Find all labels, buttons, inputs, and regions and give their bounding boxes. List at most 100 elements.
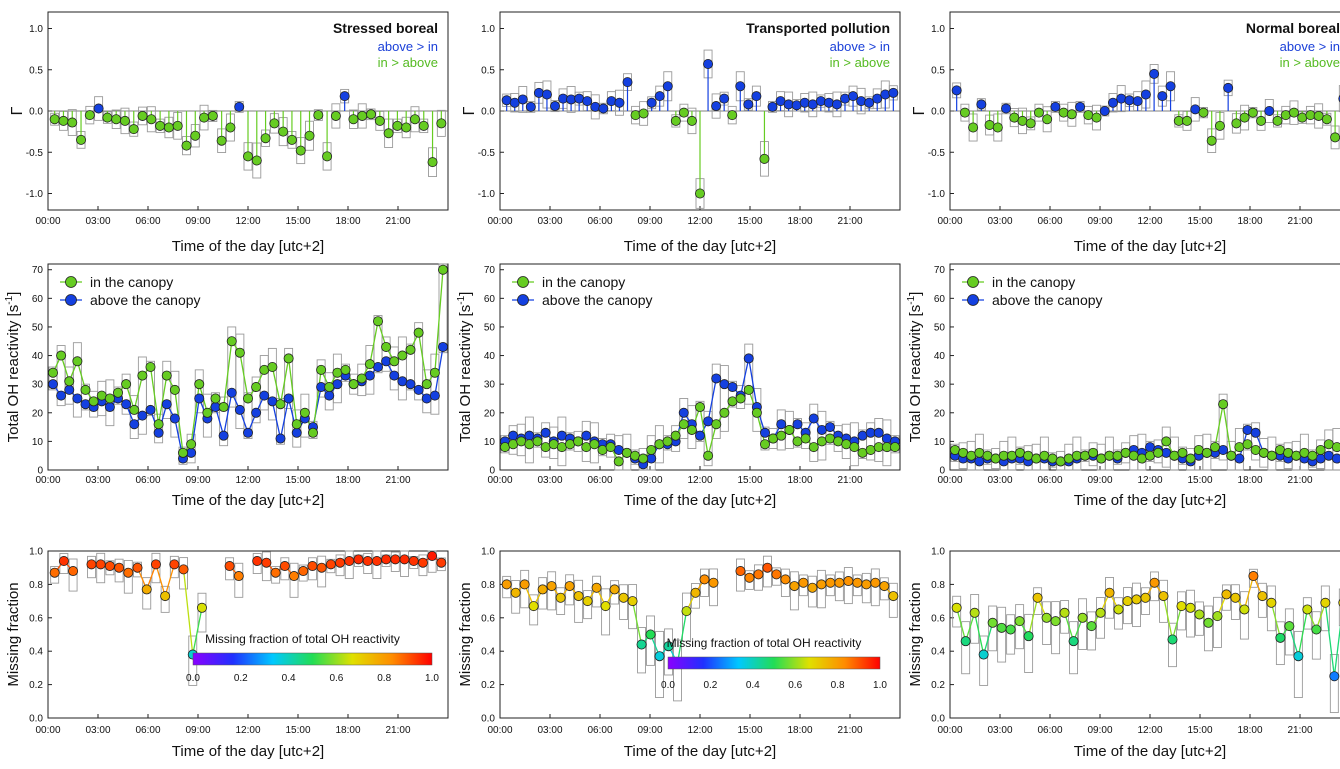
y-tick-label: 70 bbox=[484, 265, 496, 276]
above-canopy-point bbox=[429, 390, 440, 401]
in-canopy-point bbox=[348, 379, 359, 390]
mf-point bbox=[537, 584, 548, 595]
colorbar-tick-label: 0.4 bbox=[746, 680, 760, 691]
gamma-point bbox=[427, 157, 438, 168]
gamma-point bbox=[278, 126, 289, 137]
y-tick-label: 0.0 bbox=[481, 714, 495, 725]
y-axis-label-main: Total OH reactivity [s bbox=[907, 305, 924, 443]
gamma-point bbox=[1214, 120, 1225, 131]
colorbar-title: Missing fraction of total OH reactivity bbox=[667, 636, 862, 650]
above-canopy-point bbox=[581, 430, 592, 441]
legend-marker-in bbox=[967, 276, 979, 288]
mf-point bbox=[807, 582, 818, 593]
y-tick-label: 0.0 bbox=[931, 714, 945, 725]
y-tick-label: 40 bbox=[934, 351, 946, 362]
above-canopy-point bbox=[251, 407, 262, 418]
gamma-point bbox=[1165, 81, 1176, 92]
x-tick-label: 00:00 bbox=[937, 475, 962, 486]
above-canopy-point bbox=[727, 382, 738, 393]
colorbar: Missing fraction of total OH reactivity 0… bbox=[186, 632, 439, 684]
gamma-point bbox=[366, 109, 377, 120]
gamma-point bbox=[199, 112, 210, 123]
in-canopy-point bbox=[646, 444, 657, 455]
mf-point bbox=[353, 554, 364, 565]
legend-marker-in bbox=[517, 276, 529, 288]
in-canopy-point bbox=[743, 384, 754, 395]
mf-segment bbox=[1324, 602, 1335, 677]
mf-point bbox=[427, 551, 438, 562]
gamma-point bbox=[436, 118, 447, 129]
mf-segment bbox=[956, 607, 967, 642]
x-tick-label: 12:00 bbox=[687, 216, 712, 227]
mf-point bbox=[771, 569, 782, 580]
range-box bbox=[438, 263, 448, 354]
mf-point bbox=[399, 554, 410, 565]
in-canopy-point bbox=[532, 436, 543, 447]
gamma-point bbox=[225, 122, 236, 133]
mf-point bbox=[1239, 604, 1250, 615]
x-tick-label: 15:00 bbox=[1187, 216, 1212, 227]
x-tick-label: 21:00 bbox=[385, 475, 410, 486]
panel-normal-oh: 00:00 03:00 06:00 09:00 12:00 15:00 18:00 21:00… bbox=[906, 263, 1340, 509]
range-box bbox=[988, 605, 998, 652]
mf-point bbox=[1257, 591, 1268, 602]
gamma-point bbox=[111, 114, 122, 125]
x-tick-label: 00:00 bbox=[937, 216, 962, 227]
gamma-point bbox=[1272, 115, 1283, 126]
mf-point bbox=[654, 651, 665, 662]
range-box bbox=[194, 369, 204, 414]
y-tick-label: 1.0 bbox=[931, 547, 945, 558]
panel-normal-mf: 00:00 03:00 06:00 09:00 12:00 15:00 18:00 21:00… bbox=[907, 547, 1340, 760]
mf-point bbox=[978, 649, 989, 660]
gamma-point bbox=[1140, 89, 1151, 100]
mf-point bbox=[1221, 589, 1232, 600]
range-box bbox=[1186, 589, 1195, 638]
range-box bbox=[1320, 585, 1330, 632]
mf-point bbox=[555, 592, 566, 603]
gamma-point bbox=[550, 101, 561, 112]
gamma-point bbox=[654, 91, 665, 102]
range-box bbox=[389, 346, 399, 391]
gamma-point bbox=[401, 122, 412, 133]
mf-point bbox=[362, 556, 373, 567]
mf-point bbox=[1158, 591, 1169, 602]
in-canopy-point bbox=[202, 407, 213, 418]
above-canopy-point bbox=[194, 393, 205, 404]
gamma-point bbox=[815, 96, 826, 107]
above-canopy-point bbox=[808, 413, 819, 424]
mf-point bbox=[600, 601, 611, 612]
gamma-point bbox=[128, 124, 139, 135]
mf-point bbox=[279, 561, 290, 572]
gamma-point bbox=[630, 110, 641, 121]
y-tick-label: 0.2 bbox=[29, 680, 43, 691]
mf-point bbox=[252, 556, 263, 567]
legend-marker-above bbox=[967, 294, 979, 306]
x-tick-label: 21:00 bbox=[1287, 725, 1312, 736]
range-box bbox=[979, 635, 989, 686]
y-axis-label: Γ bbox=[9, 106, 26, 115]
gamma-point bbox=[234, 101, 245, 112]
above-canopy-point bbox=[104, 402, 115, 413]
gamma-point bbox=[703, 58, 714, 69]
range-box bbox=[1078, 598, 1088, 650]
mf-point bbox=[951, 602, 962, 613]
y-tick-label: 30 bbox=[484, 380, 496, 391]
range-box bbox=[170, 370, 180, 438]
in-canopy-point bbox=[307, 427, 318, 438]
mf-point bbox=[1131, 594, 1142, 605]
x-tick-label: 21:00 bbox=[1287, 216, 1312, 227]
range-box bbox=[1033, 587, 1043, 615]
y-tick-label: 0 bbox=[489, 466, 495, 477]
range-box bbox=[289, 562, 299, 598]
gamma-point bbox=[1173, 115, 1184, 126]
x-tick-label: 09:00 bbox=[185, 475, 210, 486]
colorbar-tick-label: 0.8 bbox=[377, 673, 391, 684]
mf-point bbox=[816, 579, 827, 590]
gamma-point bbox=[216, 135, 227, 146]
x-tick-label: 03:00 bbox=[85, 475, 110, 486]
y-tick-label: 1.0 bbox=[931, 24, 945, 35]
gamma-point bbox=[295, 145, 306, 156]
in-canopy-point bbox=[104, 393, 115, 404]
mf-segment bbox=[1171, 605, 1183, 640]
y-tick-label: 0.4 bbox=[29, 647, 43, 658]
